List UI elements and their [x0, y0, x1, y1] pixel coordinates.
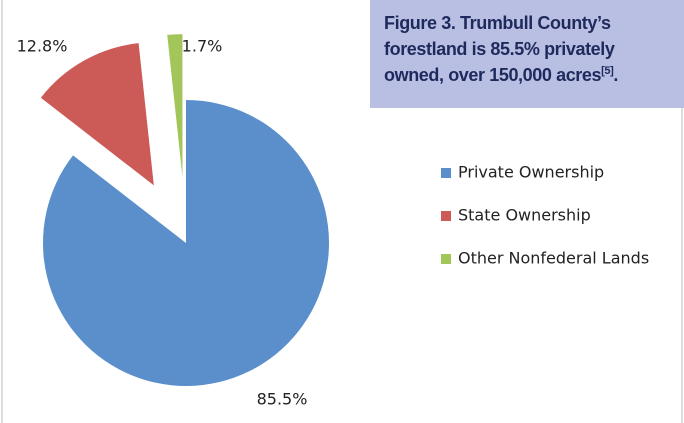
title-reference: [5]: [601, 65, 614, 77]
value-label: 1.7%: [182, 37, 223, 56]
legend-label: Other Nonfederal Lands: [458, 249, 649, 268]
title-end: .: [613, 65, 618, 85]
pie-slice: [42, 100, 329, 386]
value-label: 85.5%: [257, 390, 308, 409]
legend-swatch: [441, 254, 451, 264]
title-box: Figure 3. Trumbull County’s forestland i…: [370, 0, 684, 108]
legend-label: Private Ownership: [458, 163, 604, 182]
pie-slice: [40, 43, 154, 186]
value-label: 12.8%: [17, 37, 68, 56]
pie-slice: [167, 34, 183, 178]
legend-swatch: [441, 211, 451, 221]
legend-label: State Ownership: [458, 206, 591, 225]
legend-swatch: [441, 168, 451, 178]
chart-title: Figure 3. Trumbull County’s forestland i…: [384, 13, 615, 85]
